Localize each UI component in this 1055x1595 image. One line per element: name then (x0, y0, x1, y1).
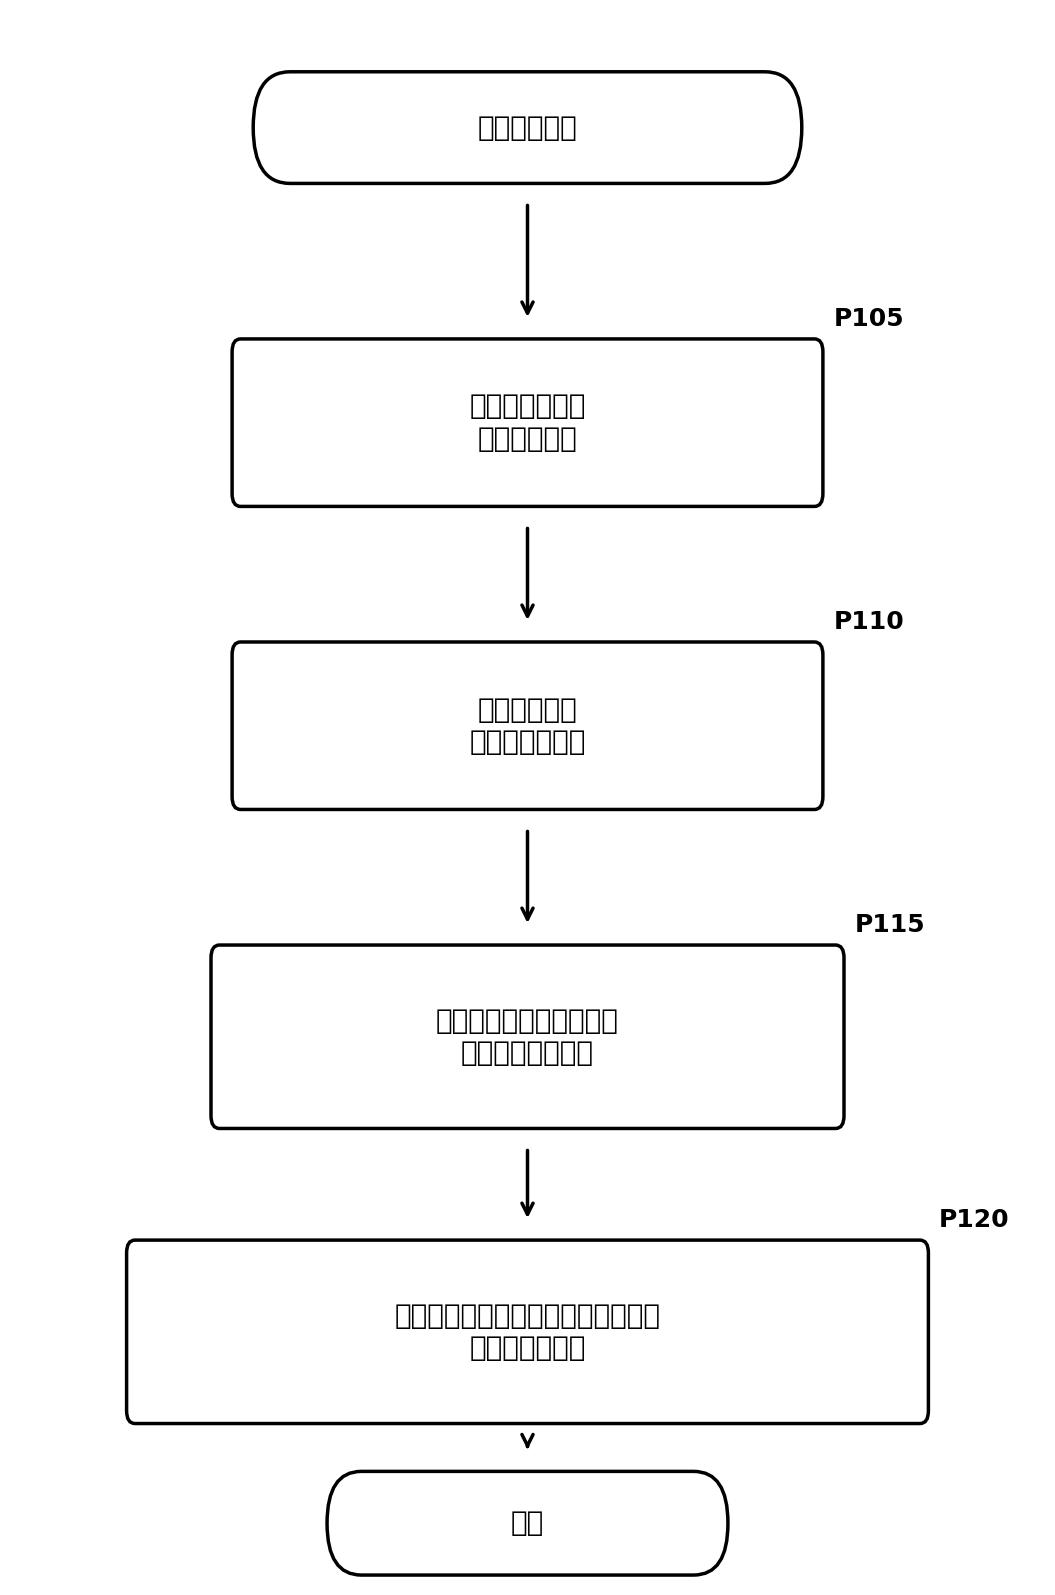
FancyBboxPatch shape (327, 1471, 728, 1576)
Text: 准备填充了氢气
的氢收容容器: 准备填充了氢气 的氢收容容器 (469, 392, 586, 453)
FancyBboxPatch shape (232, 338, 823, 506)
Text: 使氢气从氢收容容器释放
并储藏于氢储藏室: 使氢气从氢收容容器释放 并储藏于氢储藏室 (436, 1006, 619, 1067)
FancyBboxPatch shape (253, 72, 802, 183)
Text: P120: P120 (939, 1207, 1010, 1231)
Text: 结束: 结束 (511, 1509, 544, 1538)
Text: P115: P115 (855, 912, 925, 936)
FancyBboxPatch shape (211, 944, 844, 1129)
Text: 氢气压缩处理: 氢气压缩处理 (478, 113, 577, 142)
FancyBboxPatch shape (127, 1241, 928, 1423)
Text: 将储藏于氢储藏室内的氢气使用管导
引至氢回收装置: 将储藏于氢储藏室内的氢气使用管导 引至氢回收装置 (395, 1302, 660, 1362)
Text: 将氢收容容器
移送至氢储藏室: 将氢收容容器 移送至氢储藏室 (469, 695, 586, 756)
Text: P110: P110 (833, 609, 904, 633)
Text: P105: P105 (833, 306, 904, 332)
FancyBboxPatch shape (232, 641, 823, 809)
